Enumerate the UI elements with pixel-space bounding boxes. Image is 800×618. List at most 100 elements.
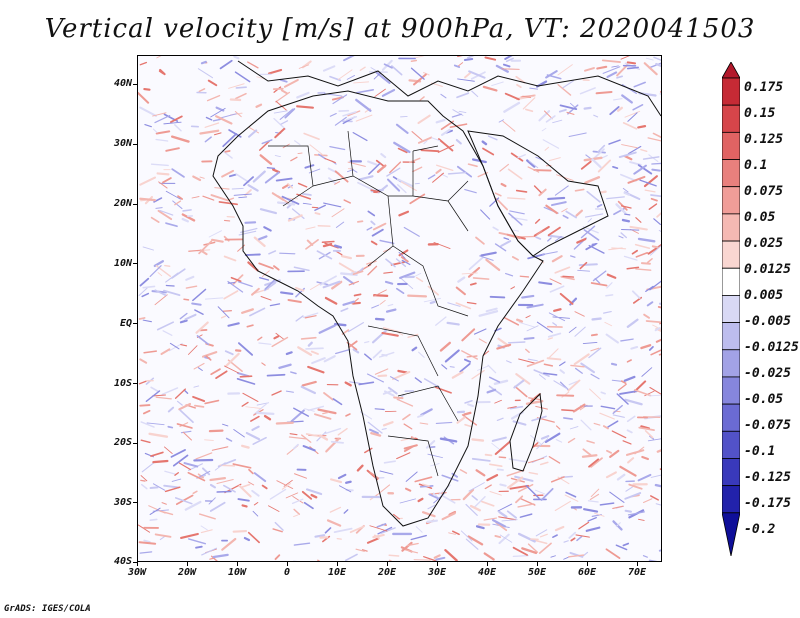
velocity-streak [532,442,539,448]
velocity-streak [154,289,167,297]
velocity-streak [605,471,617,479]
velocity-streak [185,285,198,289]
velocity-streak [164,470,177,475]
velocity-streak [383,271,393,274]
velocity-streak [580,419,592,431]
velocity-streak [228,197,235,201]
velocity-streak [238,230,257,236]
velocity-streak [525,315,531,319]
velocity-streak [323,355,336,363]
velocity-streak [199,176,205,179]
velocity-streak [589,388,602,400]
velocity-streak [357,181,376,192]
velocity-streak [274,521,284,531]
velocity-streak [512,420,527,426]
velocity-streak [577,269,590,272]
colorbar-max-arrow [722,62,740,79]
velocity-streak [389,376,399,382]
velocity-streak [637,237,656,243]
velocity-streak [255,103,263,108]
velocity-streak [603,310,612,314]
velocity-streak [383,63,393,69]
velocity-streak [463,411,472,416]
velocity-streak [329,506,342,513]
velocity-streak [536,321,553,333]
velocity-streak [344,381,352,387]
velocity-streak [540,434,550,440]
velocity-streak [574,311,585,317]
velocity-streak [580,362,596,374]
velocity-streak [583,106,592,110]
velocity-streak [192,175,202,182]
colorbar-label: -0.0125 [744,340,799,355]
velocity-streak [543,363,554,367]
velocity-streak [568,554,585,558]
velocity-streak [200,60,207,65]
velocity-streak [340,307,349,312]
velocity-streak [607,420,619,428]
velocity-streak [293,508,301,515]
velocity-streak [174,388,186,399]
velocity-streak [386,167,401,177]
velocity-streak [152,112,167,117]
velocity-streak [615,203,627,215]
velocity-streak [234,71,251,83]
velocity-streak [489,463,503,468]
velocity-streak [626,415,636,423]
velocity-streak [576,237,587,244]
velocity-streak [634,243,651,250]
velocity-streak [401,259,411,266]
velocity-streak [269,488,287,500]
velocity-streak [517,483,534,493]
velocity-streak [552,322,558,326]
velocity-streak [650,194,661,198]
velocity-streak [345,480,352,484]
velocity-streak [559,361,566,367]
velocity-streak [223,255,237,262]
velocity-streak [150,163,169,167]
velocity-streak [554,236,562,242]
velocity-streak [175,494,194,506]
velocity-streak [567,104,579,115]
lat-tick [133,323,137,324]
velocity-streak [422,483,430,487]
velocity-streak [540,487,554,501]
velocity-streak [504,92,520,101]
velocity-streak [484,56,497,61]
velocity-streak [358,175,374,181]
velocity-streak [552,316,570,319]
velocity-streak [510,286,516,290]
velocity-streak [331,208,345,218]
velocity-streak [263,226,272,232]
velocity-streak [325,437,340,453]
velocity-streak [584,176,601,184]
velocity-streak [491,519,507,528]
velocity-streak [323,392,334,401]
velocity-streak [400,256,409,263]
velocity-streak [494,399,502,404]
velocity-streak [304,164,315,169]
velocity-streak [456,165,473,178]
velocity-streak [152,128,158,133]
velocity-streak [546,357,562,361]
velocity-streak [247,129,258,138]
velocity-streak [154,533,172,538]
velocity-streak [471,457,491,462]
velocity-streak [295,286,305,292]
velocity-streak [642,156,660,160]
velocity-streak [655,503,661,506]
velocity-streak [498,510,508,518]
velocity-streak [527,166,540,173]
colorbar-cell [722,485,740,514]
colorbar-label: -0.1 [744,444,776,459]
velocity-streak [612,165,619,170]
velocity-streak [379,239,395,245]
velocity-streak [651,162,661,165]
velocity-streak [440,494,456,504]
velocity-streak [511,256,519,261]
velocity-streak [171,168,185,178]
lon-tick [587,562,588,566]
velocity-streak [599,412,615,420]
velocity-streak [263,414,272,421]
velocity-streak [143,539,151,543]
